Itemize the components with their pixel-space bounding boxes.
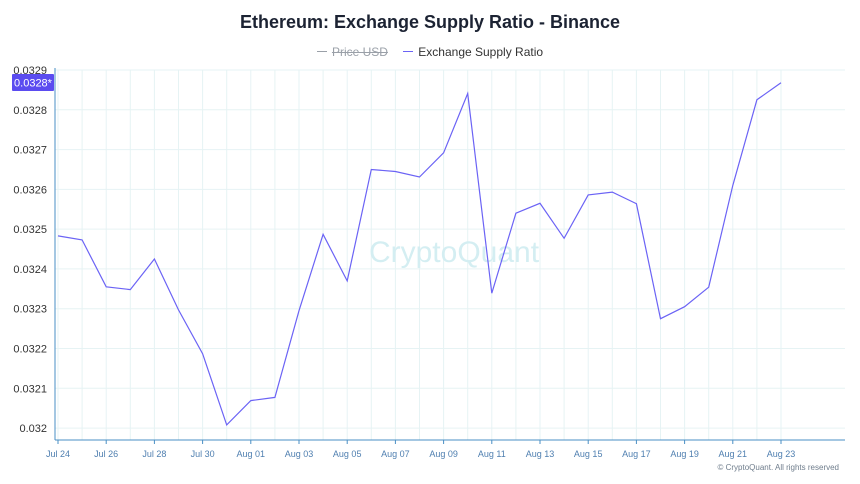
x-tick-label: Jul 28 <box>142 449 166 459</box>
data-point <box>298 309 301 312</box>
watermark-text: CryptoQuant <box>369 236 540 269</box>
x-tick-label: Aug 05 <box>333 449 362 459</box>
y-axis-ticks: 0.032 0.0321 0.0322 0.0323 0.0324 0.0325 0.032… <box>13 65 47 435</box>
data-point <box>394 170 397 173</box>
current-value-badge-bg <box>12 74 54 91</box>
data-point <box>587 193 590 196</box>
data-point <box>442 151 445 154</box>
data-point <box>514 212 517 215</box>
data-point <box>225 423 228 426</box>
legend-swatch-price-usd <box>316 51 327 52</box>
data-point <box>683 305 686 308</box>
data-point <box>707 286 710 289</box>
data-point <box>177 308 180 311</box>
legend-item-exchange-supply-ratio[interactable]: Exchange Supply Ratio <box>403 45 543 59</box>
legend-item-price-usd[interactable]: Price USD <box>316 44 388 59</box>
legend-label-exchange-supply-ratio: Exchange Supply Ratio <box>418 44 544 59</box>
y-tick-label: 0.0325 <box>13 224 47 236</box>
data-point <box>249 399 252 402</box>
data-point <box>466 92 469 95</box>
x-tick-label: Jul 30 <box>191 449 215 459</box>
x-tick-label: Aug 03 <box>285 449 314 459</box>
x-tick-label: Jul 26 <box>94 449 118 459</box>
data-point <box>635 202 638 205</box>
y-tick-label: 0.0324 <box>13 264 47 276</box>
legend: Price USD Exchange Supply Ratio <box>0 41 860 59</box>
x-tick-label: Aug 09 <box>429 449 458 459</box>
data-point <box>611 191 614 194</box>
y-tick-label: 0.0321 <box>13 383 47 395</box>
x-tick-label: Aug 19 <box>670 449 699 459</box>
y-tick-label: 0.032 <box>19 423 47 435</box>
data-point <box>153 257 156 260</box>
y-tick-label: 0.0326 <box>13 184 47 196</box>
data-point <box>81 238 84 241</box>
data-point <box>659 317 662 320</box>
data-point <box>418 176 421 179</box>
series-line-exchange-supply-ratio[interactable] <box>57 82 782 427</box>
chart-title: Ethereum: Exchange Supply Ratio - Binanc… <box>239 12 621 32</box>
y-tick-label: 0.0323 <box>13 304 47 316</box>
data-point <box>105 285 108 288</box>
data-point <box>273 396 276 399</box>
legend-swatch-exchange-supply-ratio <box>403 51 414 52</box>
data-point <box>370 168 373 171</box>
x-tick-label: Aug 11 <box>478 449 506 459</box>
data-point <box>731 184 734 187</box>
data-point <box>490 292 493 295</box>
grid-lines <box>55 69 845 440</box>
x-tick-label: Aug 21 <box>719 449 748 459</box>
data-point <box>346 279 349 282</box>
x-axis-ticks: Jul 24 Jul 26 Jul 28 Jul 30 Aug 01 Aug 03 Aug … <box>46 440 795 459</box>
data-point <box>201 352 204 355</box>
x-tick-label: Aug 07 <box>381 449 410 459</box>
data-point <box>755 98 758 101</box>
x-tick-label: Aug 13 <box>526 449 555 459</box>
y-tick-label: 0.0327 <box>13 145 47 157</box>
current-value-badge: 0.0328* <box>12 74 54 91</box>
y-tick-label: 0.0322 <box>13 343 47 355</box>
x-tick-label: Aug 23 <box>767 449 796 459</box>
x-tick-label: Aug 01 <box>237 449 266 459</box>
data-point <box>563 237 566 240</box>
data-point <box>780 81 783 84</box>
x-tick-label: Aug 17 <box>622 449 651 459</box>
legend-label-price-usd: Price USD <box>331 44 388 59</box>
data-point <box>322 233 325 236</box>
current-value-badge-text: 0.0328* <box>14 78 53 90</box>
data-point <box>57 234 60 237</box>
data-point <box>129 288 132 291</box>
data-point <box>539 202 542 205</box>
copyright-text: © CryptoQuant. All rights reserved <box>717 463 840 472</box>
x-tick-label: Jul 24 <box>46 449 70 459</box>
y-tick-label: 0.0328 <box>13 105 47 117</box>
x-tick-label: Aug 15 <box>574 449 603 459</box>
